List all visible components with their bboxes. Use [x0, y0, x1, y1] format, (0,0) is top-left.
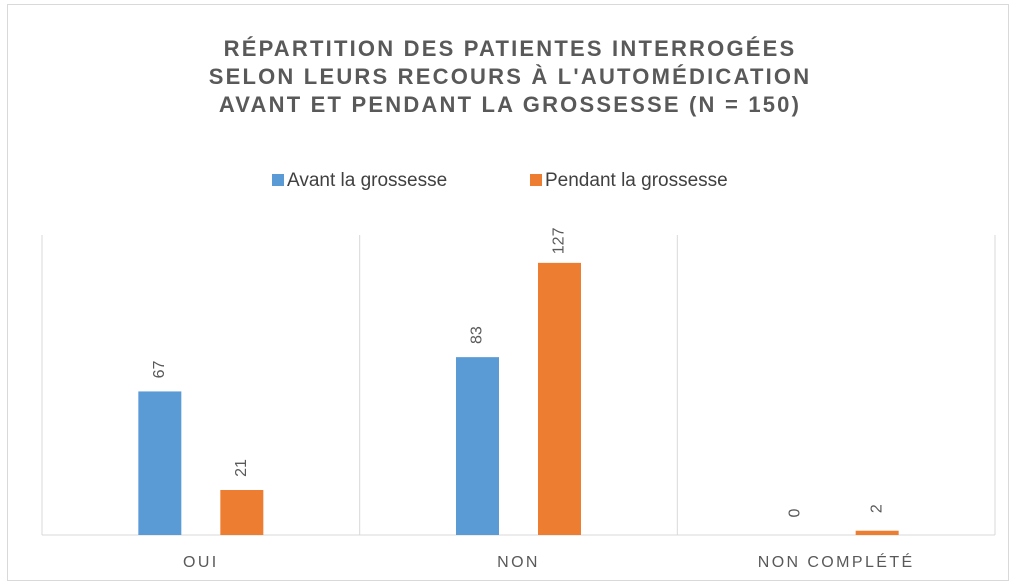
chart-title: RÉPARTITION DES PATIENTES INTERROGÉES: [224, 36, 797, 61]
x-tick-label: OUI: [183, 554, 219, 571]
legend-label: Pendant la grossesse: [545, 170, 728, 191]
data-label: 2: [868, 504, 885, 513]
bar: [220, 490, 264, 535]
x-tick-label: NON: [497, 554, 540, 571]
legend-swatch: [272, 174, 284, 186]
x-tick-label: NON COMPLÉTÉ: [758, 552, 915, 571]
chart-title: AVANT ET PENDANT LA GROSSESSE (N = 150): [219, 92, 801, 117]
data-label: 67: [151, 360, 168, 378]
legend-swatch: [530, 174, 542, 186]
bar: [538, 262, 581, 535]
data-label: 127: [551, 227, 568, 254]
data-label: 0: [786, 508, 803, 517]
chart-title: SELON LEURS RECOURS À L'AUTOMÉDICATION: [209, 64, 812, 89]
data-label: 83: [469, 326, 486, 344]
bar: [138, 391, 182, 535]
legend-label: Avant la grossesse: [287, 170, 447, 191]
data-label: 21: [233, 459, 250, 477]
bar: [456, 357, 499, 535]
bar: [855, 530, 899, 535]
